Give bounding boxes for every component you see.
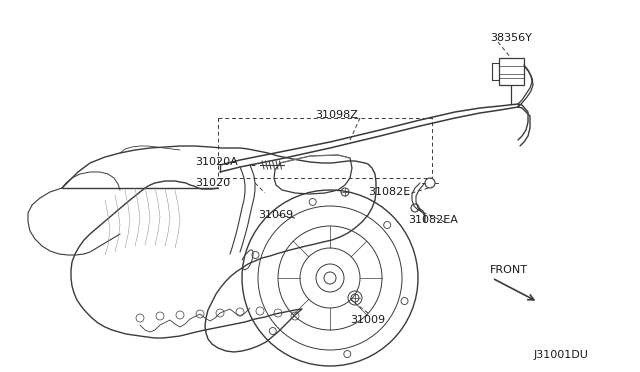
Text: 31098Z: 31098Z [315, 110, 358, 120]
Text: FRONT: FRONT [490, 265, 528, 275]
Text: 38356Y: 38356Y [490, 33, 532, 43]
Text: J31001DU: J31001DU [533, 350, 588, 360]
Text: 31009: 31009 [351, 315, 385, 325]
Text: 31082E: 31082E [368, 187, 410, 197]
Text: 31020: 31020 [195, 178, 230, 188]
Text: 31020A: 31020A [195, 157, 237, 167]
Text: 31082EA: 31082EA [408, 215, 458, 225]
Text: 31069: 31069 [258, 210, 293, 220]
Bar [499, 58, 524, 85]
